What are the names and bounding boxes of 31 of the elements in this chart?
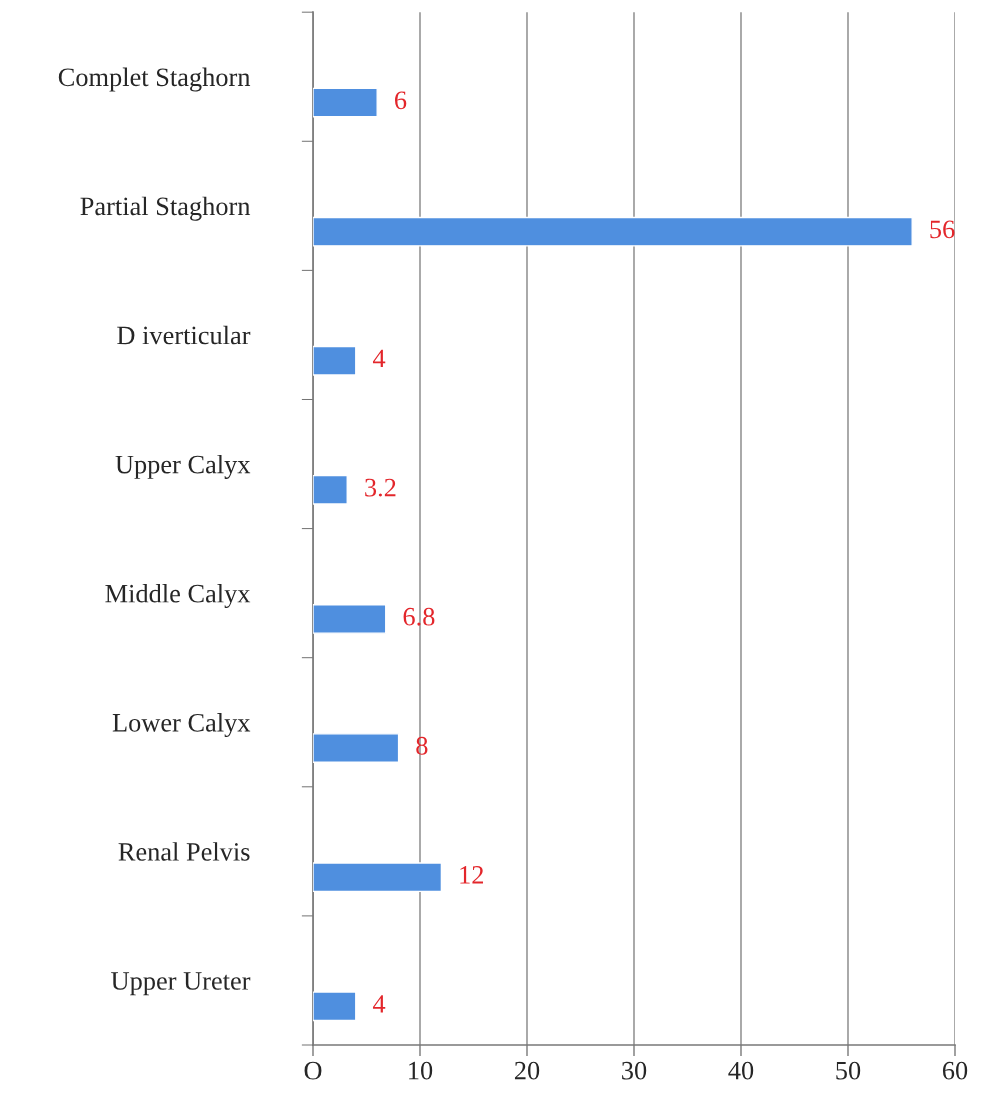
- data-label: 4: [372, 349, 386, 368]
- data-label: 3.2: [365, 478, 396, 497]
- x-tick-label: 20: [514, 1061, 540, 1080]
- bar: [313, 87, 378, 118]
- y-tick-label: D iverticular: [117, 325, 251, 345]
- bar: [313, 474, 348, 505]
- x-tick-label: 40: [728, 1061, 754, 1080]
- data-label: 8: [416, 736, 428, 755]
- data-label: 4: [372, 995, 386, 1013]
- data-label: 56: [930, 220, 955, 239]
- y-tick-label: Upper Ureter: [111, 972, 251, 996]
- bar: [313, 604, 387, 634]
- y-tick-label: Complet Staghorn: [58, 67, 251, 92]
- y-tick-label: Middle Calyx: [105, 583, 251, 608]
- bar: [313, 345, 357, 376]
- y-tick-label: Upper Calyx: [115, 454, 251, 479]
- y-tick-label: Partial Staghorn: [80, 196, 251, 221]
- bar: [313, 216, 913, 247]
- bar: [313, 862, 443, 893]
- x-tick-label: 60: [942, 1061, 968, 1080]
- y-tick-label: Renal Pelvis: [118, 842, 250, 861]
- data-label: 6.8: [403, 607, 435, 626]
- data-label: 6: [395, 91, 407, 110]
- data-label: 12: [460, 866, 483, 884]
- x-tick-label: 30: [622, 1061, 647, 1080]
- x-tick-label: 50: [836, 1061, 861, 1080]
- y-tick-label: Lower Calyx: [112, 713, 251, 738]
- x-tick-label: 10: [409, 1061, 433, 1080]
- x-tick-label: O: [304, 1061, 322, 1080]
- bar: [313, 991, 357, 1022]
- bar: [313, 733, 400, 763]
